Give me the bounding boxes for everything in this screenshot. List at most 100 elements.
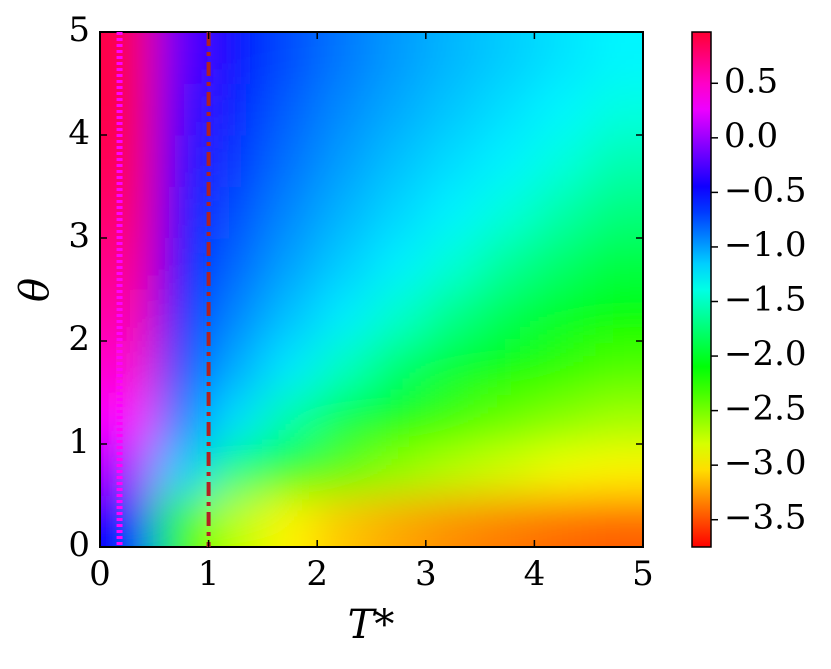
x-tick-label: 4: [524, 554, 546, 594]
heatmap-cell: [317, 495, 372, 547]
heatmap-cell: [371, 495, 427, 547]
heatmap-cell: [425, 238, 481, 290]
heatmap-cell: [371, 186, 427, 239]
colorbar-tick-label: 0.0: [724, 116, 778, 156]
heatmap-cell: [100, 32, 155, 84]
heatmap-cell: [208, 495, 264, 547]
x-tick-label: 0: [89, 554, 111, 594]
y-tick-label: 2: [68, 319, 90, 359]
heatmap-cell: [588, 238, 643, 290]
heatmap-cell: [588, 186, 643, 239]
colorbar-tick-label: −1.0: [724, 225, 807, 265]
colorbar-tick-label: −2.5: [724, 389, 807, 429]
heatmap-cell: [371, 392, 427, 445]
heatmap-cell: [262, 495, 318, 547]
heatmap-cell: [425, 83, 481, 136]
heatmap-cell: [154, 32, 210, 84]
heatmap-cell: [534, 444, 590, 496]
x-axis-label: T*: [348, 602, 395, 648]
x-tick-label: 5: [632, 554, 654, 594]
colorbar-tick-label: −3.0: [724, 443, 807, 483]
heatmap-cell: [154, 83, 210, 136]
heatmap-cell: [208, 238, 264, 290]
heatmap-cell: [371, 444, 427, 496]
heatmap-cell: [534, 32, 590, 84]
heatmap-cell: [480, 444, 535, 496]
heatmap-cell: [480, 238, 535, 290]
heatmap-cell: [425, 289, 481, 342]
heatmap-cell: [317, 392, 372, 445]
heatmap-cell: [534, 238, 590, 290]
heatmap-cell: [480, 186, 535, 239]
heatmap-cell: [425, 495, 481, 547]
heatmap-cell: [154, 238, 210, 290]
heatmap: [100, 32, 643, 547]
y-tick-label: 1: [68, 422, 90, 462]
colorbar-tick-label: −1.5: [724, 280, 807, 320]
heatmap-cell: [100, 83, 155, 136]
colorbar-tick-label: −3.5: [724, 498, 807, 538]
heatmap-cell: [262, 238, 318, 290]
heatmap-cell: [317, 289, 372, 342]
heatmap-cell: [154, 444, 210, 496]
heatmap-cell: [100, 135, 155, 187]
heatmap-cell: [480, 135, 535, 187]
heatmap-cell: [262, 392, 318, 445]
heatmap-cell: [480, 32, 535, 84]
heatmap-cell: [208, 341, 264, 393]
heatmap-cell: [208, 186, 264, 239]
heatmap-cell: [588, 495, 643, 547]
heatmap-cell: [480, 392, 535, 445]
heatmap-cell: [262, 83, 318, 136]
heatmap-cell: [317, 444, 372, 496]
x-tick-label: 2: [306, 554, 328, 594]
heatmap-cell: [480, 495, 535, 547]
heatmap-cell: [317, 186, 372, 239]
heatmap-cell: [534, 341, 590, 393]
heatmap-cell: [208, 444, 264, 496]
heatmap-cell: [154, 289, 210, 342]
heatmap-cell: [100, 444, 155, 496]
heatmap-cell: [480, 83, 535, 136]
y-tick-label: 3: [68, 216, 90, 256]
heatmap-cell: [371, 238, 427, 290]
heatmap-cell: [100, 392, 155, 445]
heatmap-cell: [425, 32, 481, 84]
heatmap-cell: [371, 135, 427, 187]
heatmap-cell: [588, 289, 643, 342]
y-axis-label: θ: [12, 278, 58, 302]
plot-frame: [99, 31, 644, 548]
heatmap-cell: [262, 289, 318, 342]
heatmap-cell: [154, 495, 210, 547]
heatmap-cell: [100, 495, 155, 547]
heatmap-cell: [317, 32, 372, 84]
heatmap-cell: [317, 341, 372, 393]
heatmap-cell: [425, 444, 481, 496]
heatmap-cell: [262, 135, 318, 187]
heatmap-cell: [371, 341, 427, 393]
heatmap-cell: [100, 289, 155, 342]
heatmap-cell: [154, 392, 210, 445]
heatmap-cell: [534, 392, 590, 445]
colorbar-tick-label: −0.5: [724, 170, 807, 210]
heatmap-cell: [588, 341, 643, 393]
heatmap-cell: [262, 341, 318, 393]
heatmap-cell: [425, 135, 481, 187]
heatmap-cell: [588, 392, 643, 445]
heatmap-cell: [100, 238, 155, 290]
heatmap-cell: [317, 238, 372, 290]
heatmap-cell: [154, 186, 210, 239]
heatmap-cell: [317, 83, 372, 136]
heatmap-cell: [262, 186, 318, 239]
x-tick-label: 1: [198, 554, 220, 594]
heatmap-cell: [425, 341, 481, 393]
heatmap-cell: [371, 83, 427, 136]
y-tick-label: 0: [68, 525, 90, 565]
heatmap-cell: [154, 135, 210, 187]
heatmap-cell: [317, 135, 372, 187]
heatmap-cell: [208, 83, 264, 136]
heatmap-cell: [371, 32, 427, 84]
heatmap-cell: [588, 444, 643, 496]
heatmap-cell: [480, 341, 535, 393]
